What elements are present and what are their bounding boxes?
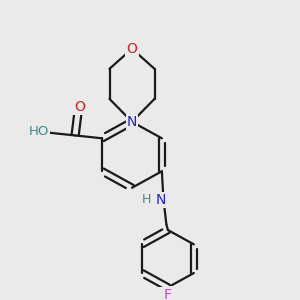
Text: O: O [74, 100, 85, 114]
Text: H: H [142, 194, 152, 206]
Text: N: N [127, 115, 137, 129]
Text: N: N [155, 193, 166, 207]
Text: HO: HO [29, 124, 49, 138]
Text: F: F [164, 287, 172, 300]
Text: O: O [127, 42, 137, 56]
